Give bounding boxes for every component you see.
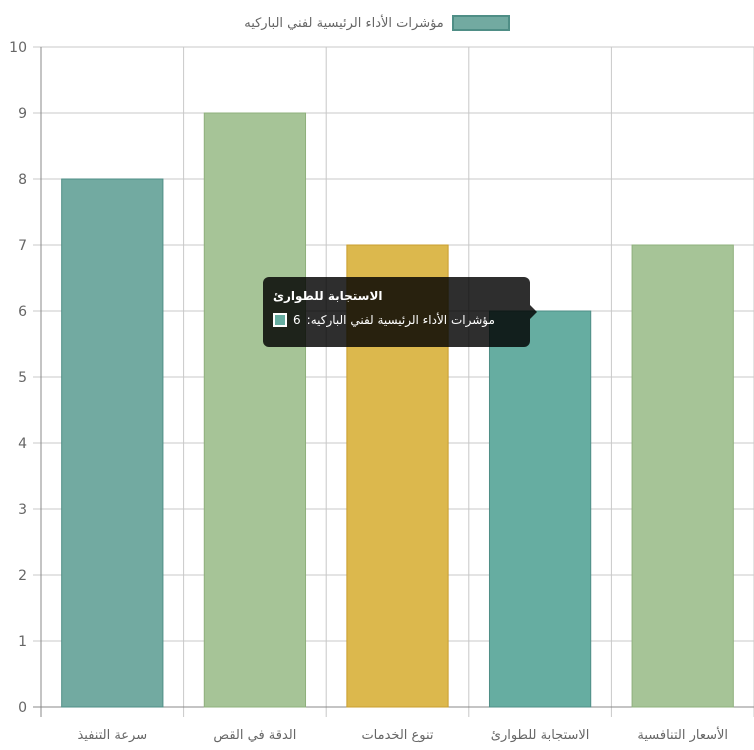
y-tick-label: 3	[18, 502, 27, 518]
tooltip-swatch	[273, 313, 287, 327]
tooltip-value: 6	[293, 313, 301, 327]
y-tick-label: 7	[18, 238, 27, 254]
tooltip: الاستجابة للطوارئ 6 مؤشرات الأداء الرئيس…	[263, 277, 537, 347]
tooltip-series-name: مؤشرات الأداء الرئيسية لفني الباركيه	[310, 313, 495, 327]
x-tick-label: تنوع الخدمات	[361, 728, 433, 743]
bar	[631, 244, 734, 708]
tooltip-title: الاستجابة للطوارئ	[273, 289, 383, 303]
y-tick-label: 4	[18, 436, 27, 452]
bar	[488, 310, 592, 708]
y-tick-label: 10	[9, 40, 27, 56]
y-tick-label: 0	[18, 700, 27, 716]
x-tick-label: الدقة في القص	[213, 728, 296, 743]
tooltip-body: 6 مؤشرات الأداء الرئيسية لفني الباركيه:	[273, 313, 520, 327]
y-tick-label: 6	[18, 304, 27, 320]
y-tick-label: 1	[18, 634, 27, 650]
y-tick-label: 2	[18, 568, 27, 584]
legend-label: مؤشرات الأداء الرئيسية لفني الباركيه	[244, 15, 444, 31]
x-tick-label: الأسعار التنافسية	[637, 726, 728, 743]
x-tick-label: الاستجابة للطوارئ	[491, 728, 590, 743]
y-tick-label: 8	[18, 172, 27, 188]
tooltip-label: مؤشرات الأداء الرئيسية لفني الباركيه:	[306, 313, 495, 327]
bar	[61, 178, 164, 708]
x-tick-label: سرعة التنفيذ	[77, 728, 147, 743]
y-tick-label: 5	[18, 370, 27, 386]
bar	[203, 112, 307, 708]
legend[interactable]: مؤشرات الأداء الرئيسية لفني الباركيه	[0, 12, 754, 34]
y-tick-label: 9	[18, 106, 27, 122]
legend-swatch	[451, 15, 510, 31]
